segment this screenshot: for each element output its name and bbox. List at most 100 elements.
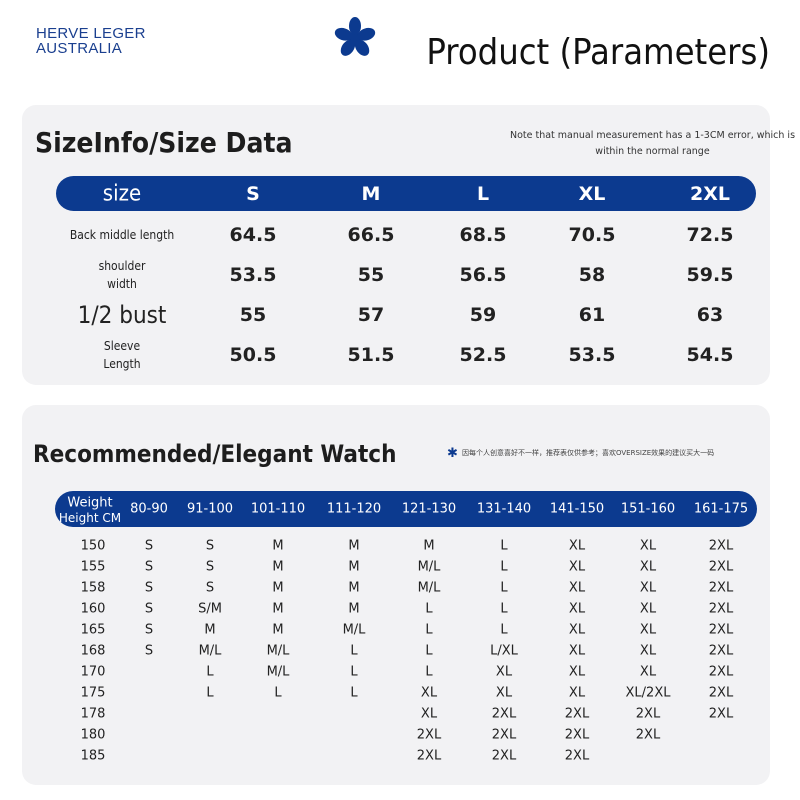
cell: L — [206, 664, 214, 680]
cell: M — [272, 538, 284, 554]
row-label: 170 — [80, 664, 106, 680]
cell: 2XL — [564, 706, 590, 722]
cell: M/L — [417, 580, 441, 596]
cell: XL — [639, 622, 657, 638]
cell: M/L — [266, 664, 290, 680]
cell: S — [144, 601, 154, 617]
cell: 59.5 — [686, 264, 734, 286]
cell: M — [204, 622, 216, 638]
cell: 2XL — [416, 748, 442, 764]
row-label: 175 — [80, 685, 106, 701]
column-header: 131-140 — [476, 501, 532, 517]
page-title: Product (Parameters) — [426, 32, 770, 73]
cell: 2XL — [708, 538, 734, 554]
flower-icon — [334, 17, 376, 56]
cell: 2XL — [708, 622, 734, 638]
cell: XL — [420, 685, 438, 701]
cell: M — [272, 580, 284, 596]
cell: 2XL — [491, 748, 517, 764]
row-label: 168 — [80, 643, 106, 659]
cell: 50.5 — [229, 344, 277, 366]
section-note: Note that manual measurement has a 1-3CM… — [509, 130, 796, 157]
cell: 2XL — [635, 706, 661, 722]
cell: 2XL — [491, 706, 517, 722]
cell: M — [272, 559, 284, 575]
row-label: 150 — [80, 538, 106, 554]
cell: 66.5 — [347, 224, 395, 246]
cell: S — [144, 580, 154, 596]
cell: M — [272, 622, 284, 638]
cell: XL — [568, 559, 586, 575]
cell: XL — [639, 601, 657, 617]
cell: 2XL — [635, 727, 661, 743]
corner-label: Height CM — [58, 511, 122, 525]
cell: L — [500, 538, 508, 554]
cell: 55 — [239, 304, 267, 326]
cell: XL — [568, 664, 586, 680]
cell: S — [144, 559, 154, 575]
cell: XL — [495, 685, 513, 701]
cell: L — [350, 664, 358, 680]
cell: 2XL — [708, 685, 734, 701]
column-header: L — [476, 183, 490, 205]
cell: 53.5 — [229, 264, 277, 286]
row-label: 1/2 bust — [77, 301, 167, 329]
cell: 64.5 — [229, 224, 277, 246]
section-title: Recommended/Elegant Watch — [33, 440, 397, 468]
cell: S — [144, 622, 154, 638]
row-label: 178 — [80, 706, 106, 722]
cell: L — [350, 643, 358, 659]
row-label: 185 — [80, 748, 106, 764]
cell: S/M — [198, 601, 222, 617]
cell: L — [425, 622, 433, 638]
cell: 61 — [578, 304, 606, 326]
cell: 70.5 — [568, 224, 616, 246]
cell: 55 — [357, 264, 385, 286]
cell: S — [205, 580, 215, 596]
row-label: Sleeve Length — [103, 339, 141, 371]
header-band — [56, 176, 756, 211]
brand-line: HERVE LEGER — [36, 25, 146, 42]
section-title: SizeInfo/Size Data — [35, 126, 293, 159]
cell: 51.5 — [347, 344, 395, 366]
cell: XL — [568, 580, 586, 596]
cell: L — [500, 559, 508, 575]
cell: L — [425, 601, 433, 617]
column-header: 121-130 — [401, 501, 457, 517]
column-header: 91-100 — [186, 501, 234, 517]
size-card — [22, 105, 770, 385]
cell: M/L — [266, 643, 290, 659]
column-header: S — [246, 183, 260, 205]
cell: L — [500, 601, 508, 617]
cell: XL — [568, 622, 586, 638]
cell: M — [423, 538, 435, 554]
column-header: XL — [578, 183, 606, 205]
cell: 53.5 — [568, 344, 616, 366]
cell: 2XL — [708, 601, 734, 617]
cell: M — [348, 538, 360, 554]
column-header: 141-150 — [549, 501, 605, 517]
cell: L — [206, 685, 214, 701]
cell: M/L — [417, 559, 441, 575]
cell: S — [205, 538, 215, 554]
row-label: 165 — [80, 622, 106, 638]
cell: L — [274, 685, 282, 701]
cell: M — [348, 559, 360, 575]
brand: HERVE LEGER AUSTRALIA — [36, 26, 146, 56]
cell: XL — [639, 580, 657, 596]
brand-line: AUSTRALIA — [36, 40, 123, 57]
row-label: 160 — [80, 601, 106, 617]
cell: 56.5 — [459, 264, 507, 286]
section-note: 因每个人创意喜好不一样，推荐表仅供参考；喜欢OVERSIZE效果的建议买大一码 — [462, 449, 715, 457]
cell: XL — [568, 643, 586, 659]
cell: L — [425, 664, 433, 680]
cell: 63 — [696, 304, 724, 326]
cell: 54.5 — [686, 344, 734, 366]
column-header: 111-120 — [326, 501, 382, 517]
cell: 58 — [578, 264, 606, 286]
cell: M — [348, 580, 360, 596]
row-label: 180 — [80, 727, 106, 743]
header-band — [55, 491, 757, 527]
cell: XL — [495, 664, 513, 680]
